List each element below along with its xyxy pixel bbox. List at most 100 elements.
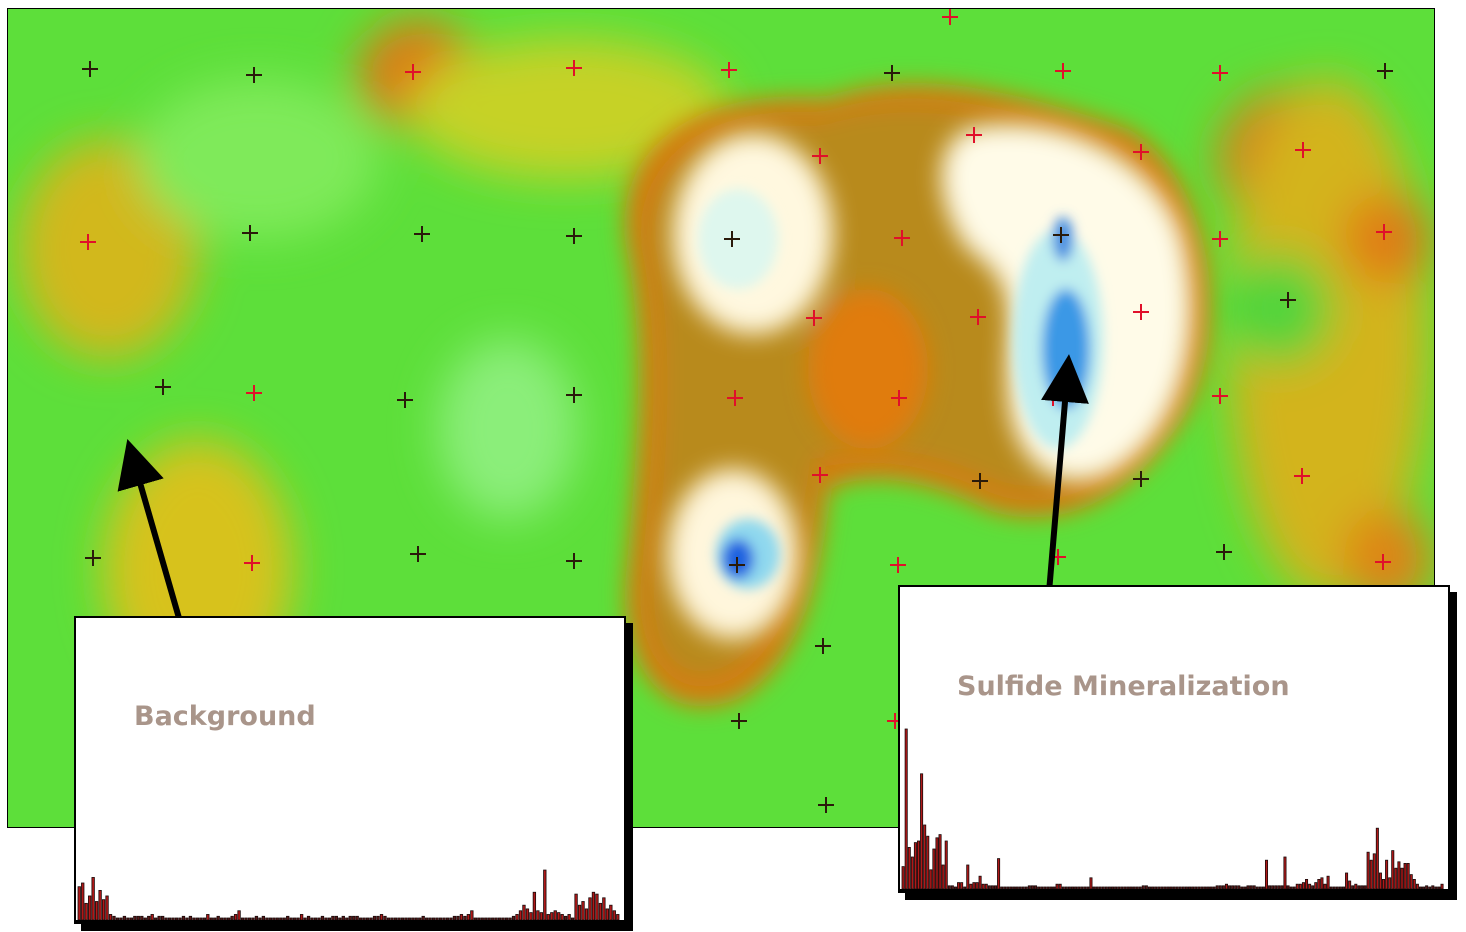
light-patch bbox=[1223, 254, 1333, 364]
histogram-bar bbox=[143, 917, 147, 921]
histogram-bar bbox=[452, 915, 457, 921]
histogram-bar bbox=[459, 914, 464, 921]
sample-marker bbox=[815, 638, 831, 654]
histogram-bar bbox=[345, 917, 349, 921]
histogram-bar bbox=[553, 910, 557, 921]
histogram-bar bbox=[174, 917, 179, 921]
histogram-bar bbox=[355, 915, 359, 921]
histogram-bar bbox=[206, 914, 210, 921]
histogram-bar bbox=[1274, 885, 1278, 890]
histogram-bar bbox=[1258, 886, 1262, 890]
histogram-bar bbox=[1289, 886, 1293, 890]
histogram-bar bbox=[612, 910, 616, 921]
histogram-bar bbox=[1406, 862, 1410, 890]
histogram-bar bbox=[192, 917, 196, 921]
histogram-bar bbox=[220, 917, 224, 921]
histogram-bar bbox=[195, 917, 200, 921]
histogram-bar bbox=[1040, 886, 1044, 890]
histogram-bar bbox=[181, 915, 186, 921]
histogram-bar bbox=[1237, 885, 1241, 890]
histogram-bar bbox=[1200, 886, 1204, 890]
histogram-bar bbox=[1147, 886, 1151, 890]
low-core bbox=[1053, 217, 1073, 261]
histogram-bar bbox=[609, 904, 613, 921]
histogram-bar bbox=[494, 917, 498, 921]
anomaly-patch bbox=[408, 39, 728, 179]
histogram-bar bbox=[574, 893, 578, 921]
histogram-bar bbox=[1212, 886, 1216, 890]
histogram-bar bbox=[178, 917, 182, 921]
sample-marker bbox=[818, 797, 834, 813]
histogram-bar bbox=[473, 917, 477, 921]
histogram-bar bbox=[497, 917, 502, 921]
histogram-bar bbox=[226, 917, 231, 921]
histogram-bar bbox=[411, 917, 415, 921]
histogram-bar bbox=[1003, 886, 1007, 890]
histogram-bar bbox=[216, 915, 220, 921]
sample-marker bbox=[566, 228, 582, 244]
histogram-bar bbox=[904, 728, 908, 890]
sample-marker bbox=[729, 557, 745, 573]
sample-marker bbox=[1295, 142, 1311, 158]
sample-marker bbox=[942, 9, 958, 25]
histogram-bar bbox=[605, 908, 609, 921]
histogram-bar bbox=[1169, 886, 1173, 890]
sample-marker bbox=[1216, 544, 1232, 560]
histogram-bar bbox=[327, 917, 332, 921]
histogram-bar bbox=[953, 886, 957, 890]
histogram-bar bbox=[598, 902, 603, 921]
histogram-bar bbox=[296, 917, 300, 921]
histogram-bar bbox=[365, 917, 370, 921]
histogram-bar bbox=[1295, 883, 1299, 890]
histogram-bar bbox=[160, 915, 165, 921]
histogram-bar bbox=[1009, 886, 1013, 890]
histogram-bar bbox=[1187, 886, 1192, 890]
sample-marker bbox=[155, 379, 171, 395]
sample-marker bbox=[1294, 468, 1310, 484]
histogram-bar bbox=[133, 915, 137, 921]
histogram-bar bbox=[1437, 886, 1441, 890]
histogram-bar bbox=[515, 914, 519, 921]
histogram-bar bbox=[1400, 867, 1404, 890]
histogram-bar bbox=[379, 914, 384, 921]
histogram-bar bbox=[522, 904, 526, 921]
histogram-bar bbox=[1111, 886, 1115, 890]
sample-marker bbox=[244, 555, 260, 571]
histogram-bar bbox=[1412, 878, 1416, 890]
light-patch bbox=[438, 339, 578, 519]
histogram-bar bbox=[997, 858, 1001, 890]
histogram-bar bbox=[112, 915, 116, 921]
histogram-bar bbox=[564, 915, 568, 921]
histogram-bar bbox=[981, 883, 985, 890]
histogram-bar bbox=[1354, 883, 1358, 890]
histogram-bar bbox=[400, 917, 405, 921]
histogram-bar bbox=[331, 915, 335, 921]
histogram-bar bbox=[957, 882, 961, 890]
anomaly-patch bbox=[1343, 194, 1433, 284]
histogram-bar bbox=[1286, 885, 1290, 890]
histogram-bar bbox=[1083, 886, 1087, 890]
histogram-bar bbox=[1184, 886, 1188, 890]
histogram-bar bbox=[334, 915, 339, 921]
histogram-bar bbox=[449, 917, 453, 921]
histogram-bar bbox=[1074, 886, 1078, 890]
histogram-bar bbox=[1326, 875, 1330, 890]
histogram-bar bbox=[310, 917, 314, 921]
histogram-bar bbox=[188, 915, 193, 921]
histogram-bar bbox=[164, 917, 168, 921]
histogram-bar bbox=[963, 886, 967, 890]
histogram-bar bbox=[1120, 886, 1124, 890]
histogram-bar bbox=[1101, 886, 1105, 890]
histogram-bar bbox=[1277, 885, 1281, 890]
histogram-bar bbox=[1375, 827, 1379, 890]
histogram-bar bbox=[1086, 886, 1090, 890]
histogram-bar bbox=[993, 885, 998, 890]
histogram-bar bbox=[115, 917, 120, 921]
histogram-bar bbox=[1163, 886, 1167, 890]
histogram-bar bbox=[119, 917, 123, 921]
histogram-bar bbox=[362, 917, 366, 921]
histogram-bar bbox=[546, 914, 550, 921]
histogram-bar bbox=[1305, 878, 1309, 890]
histogram-bar bbox=[1320, 877, 1324, 890]
sample-marker bbox=[884, 65, 900, 81]
